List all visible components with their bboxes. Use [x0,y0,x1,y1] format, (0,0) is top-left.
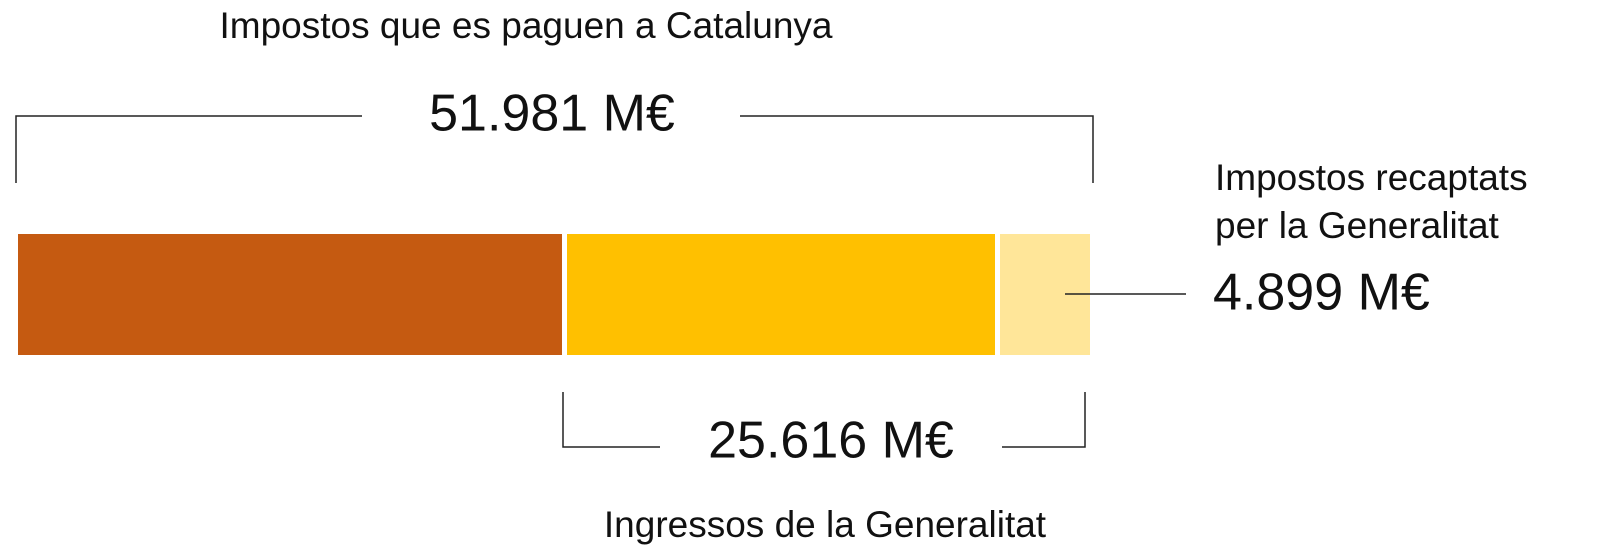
collected-caption: per la Generalitat [1215,205,1500,246]
bar-segment-state [18,234,562,355]
title: Impostos que es paguen a Catalunya [220,5,833,46]
bracket-bottom-right [1002,392,1086,448]
bracket-bottom-left [562,392,660,448]
bracket-top-right [740,115,1094,183]
collected-caption: Impostos recaptats [1215,157,1528,198]
collected-label: 4.899 M€ [1213,264,1430,322]
income-caption: Ingressos de la Generalitat [604,504,1047,545]
total-label: 51.981 M€ [429,85,675,143]
bar-segment-transferred [567,234,995,355]
income-label: 25.616 M€ [708,412,954,470]
bracket-top-left [15,115,362,183]
